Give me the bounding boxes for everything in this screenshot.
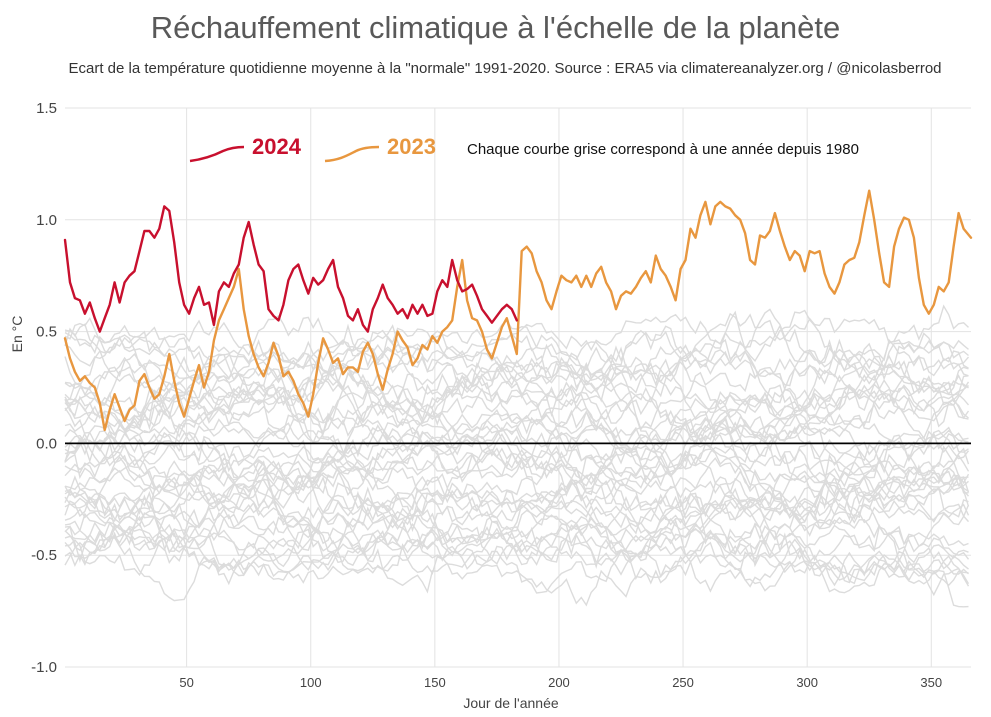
x-tick-label-3: 200 (548, 675, 570, 690)
x-tick-label-4: 250 (672, 675, 694, 690)
past-year-curve (64, 429, 969, 535)
past-year-curve (64, 460, 969, 532)
past-year-curve (64, 471, 970, 563)
x-tick-label-5: 300 (796, 675, 818, 690)
grid (65, 107, 971, 668)
past-year-curve (64, 503, 969, 578)
annotation-gray-curves: Chaque courbe grise correspond à une ann… (467, 141, 859, 158)
past-year-curve (64, 389, 970, 487)
legend-2024-swatch (189, 145, 245, 163)
x-axis-ticks: 50 100 150 200 250 300 350 (179, 675, 942, 690)
y-tick-label-4: 1.0 (36, 212, 57, 229)
series-line-2023 (63, 189, 973, 432)
past-year-curve (64, 411, 970, 488)
past-year-curve (64, 497, 970, 562)
past-year-curve (64, 374, 969, 452)
y-tick-label-2: 0.0 (36, 435, 57, 452)
chart-subtitle: Ecart de la température quotidienne moye… (68, 60, 942, 77)
series-line-2024 (63, 205, 518, 333)
y-axis-label: En °C (9, 316, 25, 353)
past-year-curve (64, 323, 969, 411)
past-year-curve (64, 519, 969, 581)
y-tick-label-3: 0.5 (36, 324, 57, 341)
past-year-curve (64, 446, 969, 509)
x-tick-label-6: 350 (920, 675, 942, 690)
legend-2023-label: 2023 (387, 134, 436, 159)
y-tick-label-1: -0.5 (31, 547, 57, 564)
x-axis-label: Jour de l'année (463, 695, 559, 711)
past-year-curve (64, 335, 969, 410)
past-year-curve (64, 374, 969, 470)
series-lines (63, 189, 973, 432)
past-year-curve (64, 424, 969, 501)
x-tick-label-2: 150 (424, 675, 446, 690)
past-year-curve (64, 334, 969, 400)
x-tick-label-1: 100 (300, 675, 322, 690)
y-tick-label-5: 1.5 (36, 100, 57, 117)
past-year-curve (64, 324, 969, 404)
legend-2023-swatch (324, 145, 380, 163)
x-tick-label-0: 50 (179, 675, 193, 690)
past-year-curve (64, 487, 970, 594)
past-year-curve (64, 392, 969, 448)
y-tick-label-0: -1.0 (31, 659, 57, 676)
past-year-curve (64, 460, 970, 535)
past-year-curve (64, 415, 969, 495)
past-year-curve (64, 356, 969, 431)
legend-2024-label: 2024 (252, 134, 302, 159)
past-year-curve (64, 511, 970, 597)
chart-title: Réchauffement climatique à l'échelle de … (150, 10, 841, 45)
past-year-curve (64, 440, 970, 510)
legend: 2024 2023 Chaque courbe grise correspond… (189, 134, 859, 163)
past-year-curve (64, 345, 969, 431)
past-year-curve (64, 363, 970, 464)
y-axis-ticks: -1.0 -0.5 0.0 0.5 1.0 1.5 (31, 100, 57, 676)
